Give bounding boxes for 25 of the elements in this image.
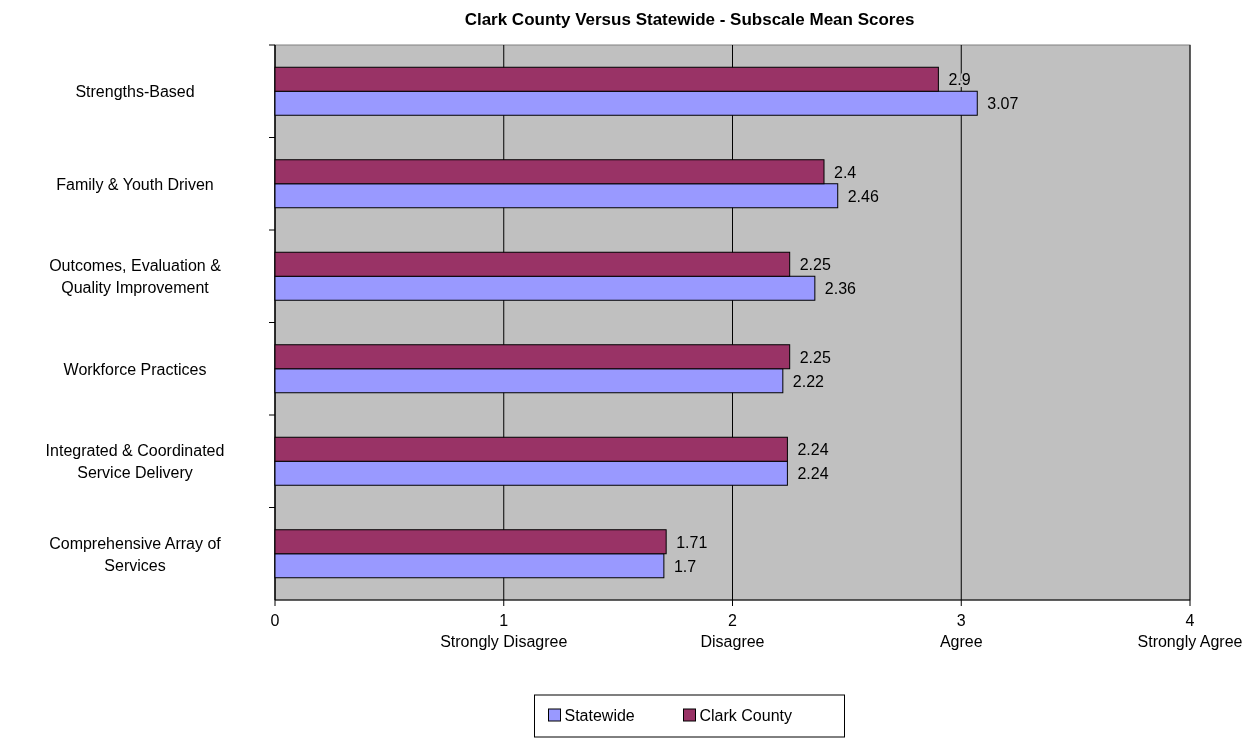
data-label: 2.46 <box>847 187 879 205</box>
y-tick-label: Integrated & Coordinated Service Delivery <box>45 442 225 482</box>
data-label: 2.25 <box>799 348 831 366</box>
data-label: 1.7 <box>673 557 697 575</box>
legend-label: Statewide <box>564 707 635 724</box>
x-tick-label: 4 Strongly Agree <box>1137 612 1243 650</box>
x-tick-label: 2 Disagree <box>700 612 765 650</box>
chart-title: Clark County Versus Statewide - Subscale Mean Scores <box>464 10 915 29</box>
x-tick-label: 3 Agree <box>939 612 983 650</box>
data-label: 1.71 <box>676 533 708 551</box>
data-label: 2.24 <box>797 441 829 459</box>
y-tick-label: Workforce Practices <box>63 360 207 378</box>
data-label: 2.24 <box>797 465 829 483</box>
data-label: 3.07 <box>987 95 1019 113</box>
data-label: 2.4 <box>834 163 857 181</box>
y-tick-label: Strengths-Based <box>75 83 195 101</box>
y-tick-label: Comprehensive Array of Services <box>49 534 222 574</box>
y-tick-label: Family & Youth Driven <box>56 175 214 193</box>
data-label: 2.25 <box>799 256 831 274</box>
x-tick-label: 0 <box>270 612 280 629</box>
data-label: 2.36 <box>824 280 857 298</box>
data-label: 2.22 <box>792 372 825 390</box>
x-tick-label: 1 Strongly Disagree <box>440 612 568 650</box>
legend-label: Clark County <box>699 707 792 724</box>
y-tick-label: Outcomes, Evaluation & Quality Improvement <box>49 257 222 297</box>
